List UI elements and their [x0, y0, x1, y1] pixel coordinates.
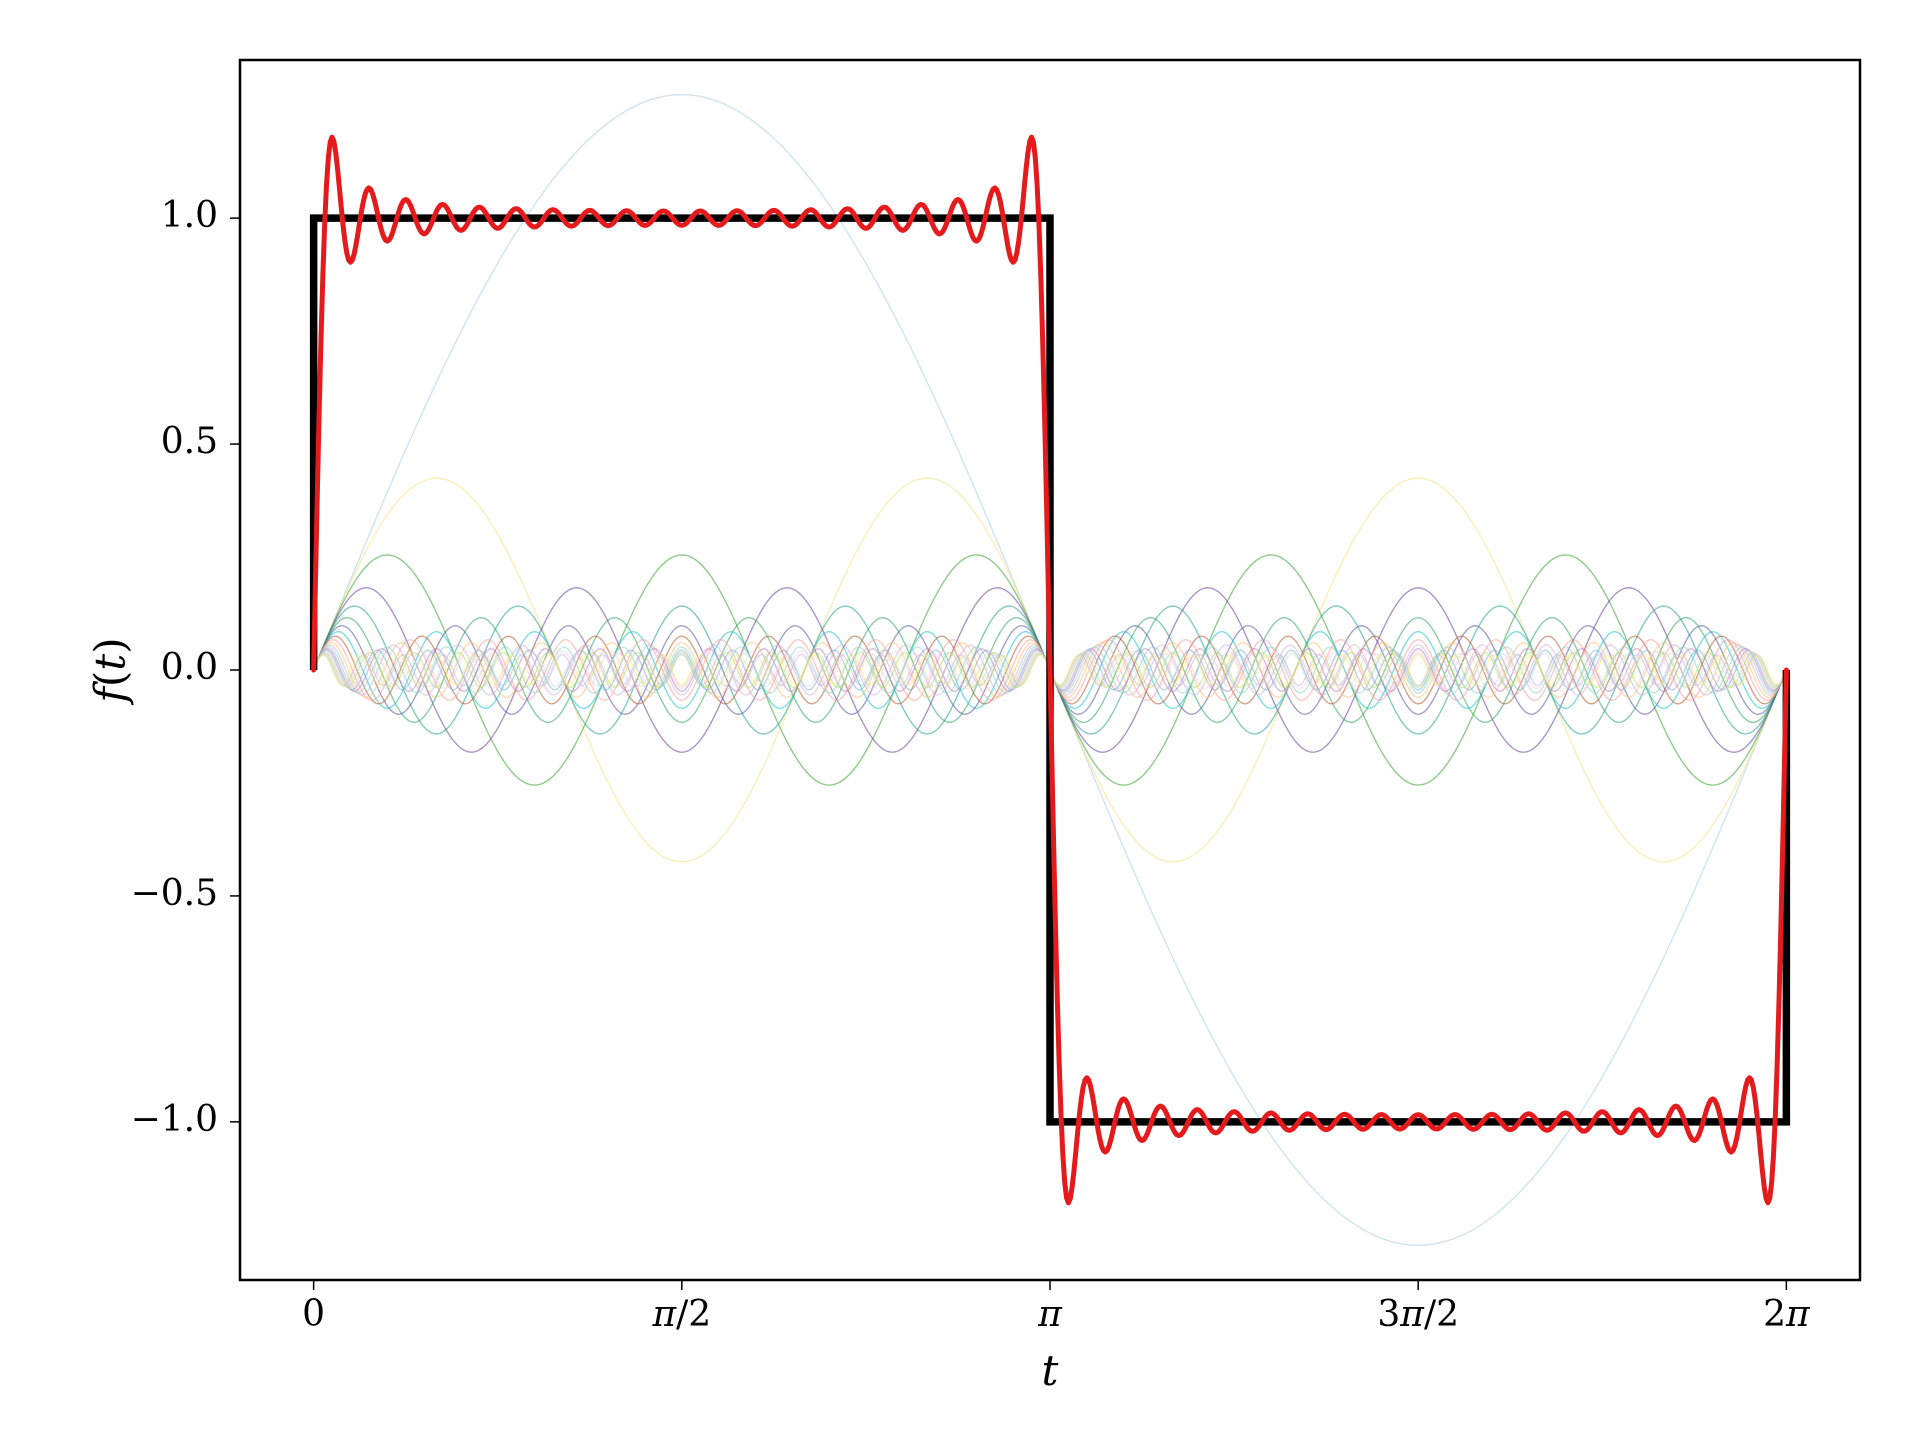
x-axis-label: t [1042, 1346, 1059, 1395]
x-tick-label: 2π [1763, 1294, 1811, 1335]
y-tick-label: −0.5 [131, 873, 218, 914]
y-tick-label: 0.0 [161, 647, 218, 688]
x-tick-label: π [1037, 1294, 1063, 1335]
x-ticks: 0 π/2 π 3π/2 2π [302, 1280, 1811, 1335]
y-tick-label: −1.0 [131, 1099, 218, 1140]
y-axis-label: f(t) [85, 637, 134, 705]
x-tick-label: 0 [302, 1294, 325, 1335]
x-tick-label: 3π/2 [1377, 1294, 1459, 1335]
plot-svg: 0 π/2 π 3π/2 2π −1.0 −0.5 0.0 0.5 1.0 t f(t) [0, 0, 1920, 1440]
x-tick-label: π/2 [651, 1294, 711, 1335]
fourier-square-wave-chart: 0 π/2 π 3π/2 2π −1.0 −0.5 0.0 0.5 1.0 t f(t) [0, 0, 1920, 1440]
y-ticks: −1.0 −0.5 0.0 0.5 1.0 [131, 195, 240, 1140]
y-tick-label: 1.0 [161, 195, 218, 236]
y-tick-label: 0.5 [161, 421, 218, 462]
